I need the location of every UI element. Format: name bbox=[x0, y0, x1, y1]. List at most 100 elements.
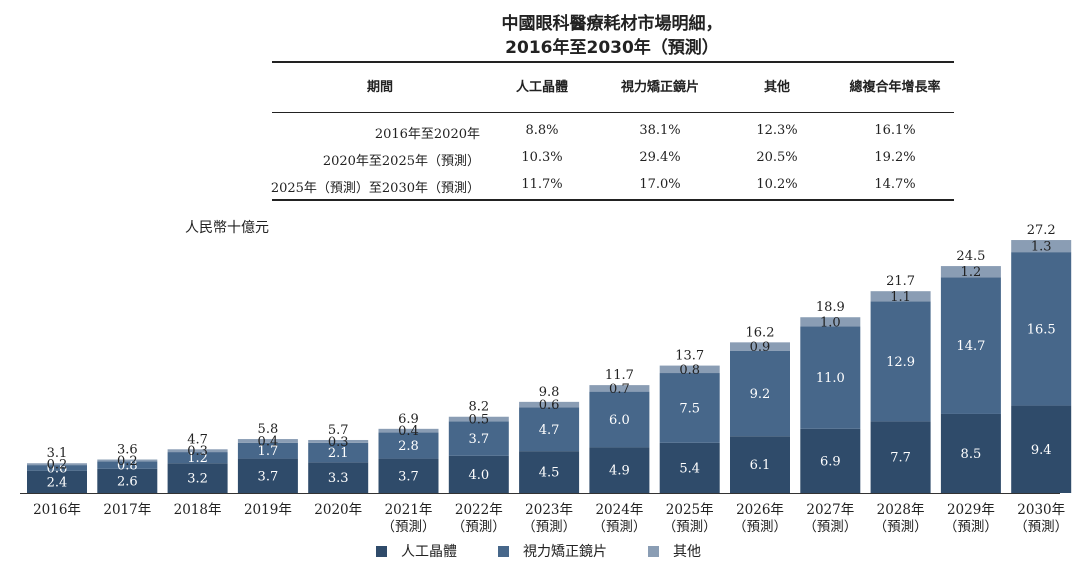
data-label-lens: 4.7 bbox=[539, 423, 560, 438]
data-label-lens: 9.2 bbox=[750, 387, 771, 402]
data-label-other: 0.7 bbox=[609, 382, 630, 397]
bar-segment-other bbox=[448, 416, 509, 422]
bar-segment-other bbox=[870, 291, 931, 302]
data-label-iol: 3.7 bbox=[258, 469, 279, 484]
total-label: 24.5 bbox=[956, 249, 985, 264]
total-label: 16.2 bbox=[746, 325, 775, 340]
x-tick-sublabel: （預測） bbox=[382, 519, 436, 535]
x-tick-label: 2023年 bbox=[525, 502, 573, 518]
total-label: 4.7 bbox=[187, 432, 208, 447]
stacked-bar-chart: 2.40.60.23.12016年2.60.80.23.62017年3.21.2… bbox=[20, 223, 1072, 535]
table-cell-total: 14.7% bbox=[874, 177, 916, 192]
bar-segment-lens bbox=[1011, 252, 1072, 406]
x-tick-label: 2020年 bbox=[314, 502, 362, 518]
data-label-other: 0.2 bbox=[47, 458, 68, 473]
chart-title-line1: 中國眼科醫療耗材市場明細， bbox=[501, 14, 723, 34]
data-label-other: 0.9 bbox=[750, 340, 771, 355]
bar-segment-other bbox=[659, 365, 720, 374]
bar-segment-other bbox=[940, 266, 1001, 278]
table-cell-lens: 29.4% bbox=[639, 150, 681, 165]
bar-segment-lens bbox=[27, 465, 87, 471]
bar-segment-other bbox=[730, 342, 790, 351]
x-tick-label: 2017年 bbox=[103, 502, 151, 518]
x-tick-label: 2022年 bbox=[455, 502, 503, 518]
bar-segment-iol bbox=[378, 458, 439, 493]
bar-segment-iol bbox=[589, 447, 650, 493]
total-label: 13.7 bbox=[675, 349, 704, 364]
legend-label-iol: 人工晶體 bbox=[401, 544, 457, 560]
legend-item-iol: 人工晶體 bbox=[376, 541, 457, 561]
data-label-lens: 3.7 bbox=[468, 432, 489, 447]
legend-label-lens: 視力矯正鏡片 bbox=[523, 544, 607, 560]
data-label-lens: 7.5 bbox=[679, 401, 700, 416]
total-label: 3.6 bbox=[117, 443, 138, 458]
table-cell-iol: 11.7% bbox=[521, 177, 563, 192]
data-label-iol: 7.7 bbox=[890, 451, 911, 466]
x-tick-label: 2021年 bbox=[385, 502, 433, 518]
data-label-other: 1.3 bbox=[1031, 240, 1052, 255]
data-label-iol: 3.2 bbox=[187, 472, 208, 487]
bar-segment-other bbox=[1011, 240, 1072, 253]
data-label-other: 1.1 bbox=[890, 290, 911, 305]
legend-swatch-lens bbox=[498, 545, 509, 557]
bar-segment-other bbox=[167, 449, 228, 453]
table-cell-period: 2016年至2020年 bbox=[374, 127, 480, 142]
table-cell-other: 10.2% bbox=[756, 177, 798, 192]
data-label-other: 0.4 bbox=[398, 424, 419, 439]
data-label-lens: 14.7 bbox=[956, 339, 985, 354]
table-header-total-cagr: 總複合年增長率 bbox=[849, 80, 941, 95]
bar-segment-iol bbox=[519, 451, 580, 493]
bar-segment-lens bbox=[378, 432, 439, 459]
table-cell-period: 2020年至2025年（預測） bbox=[322, 154, 480, 169]
total-label: 8.2 bbox=[468, 400, 489, 415]
total-label: 11.7 bbox=[605, 368, 634, 383]
legend-label-other: 其他 bbox=[673, 544, 701, 560]
x-tick-label: 2026年 bbox=[736, 502, 784, 518]
data-label-lens: 0.6 bbox=[47, 461, 68, 476]
bar-segment-other bbox=[237, 439, 298, 443]
y-unit-label: 人民幣十億元 bbox=[185, 220, 269, 236]
x-tick-label: 2019年 bbox=[244, 502, 292, 518]
table-header-other: 其他 bbox=[763, 80, 790, 95]
bar-segment-iol bbox=[167, 463, 228, 493]
data-label-iol: 5.4 bbox=[679, 461, 700, 476]
bar-segment-iol bbox=[800, 428, 861, 493]
bar-segment-lens bbox=[730, 350, 790, 437]
total-label: 3.1 bbox=[47, 446, 68, 461]
x-tick-label: 2025年 bbox=[666, 502, 714, 518]
data-label-lens: 12.9 bbox=[886, 355, 915, 370]
table-cell-period: 2025年（預測）至2030年（預測） bbox=[270, 181, 480, 196]
data-label-other: 0.3 bbox=[187, 444, 208, 459]
legend-swatch-other bbox=[648, 545, 659, 557]
data-label-iol: 8.5 bbox=[961, 447, 982, 462]
data-label-other: 0.8 bbox=[679, 363, 700, 378]
table-top-rule bbox=[272, 61, 954, 63]
x-tick-sublabel: （預測） bbox=[452, 519, 506, 535]
data-label-other: 0.5 bbox=[468, 413, 489, 428]
data-label-other: 0.6 bbox=[539, 398, 560, 413]
data-label-iol: 2.4 bbox=[47, 475, 68, 490]
x-tick-label: 2018年 bbox=[174, 502, 222, 518]
table-bottom-rule bbox=[272, 199, 954, 201]
table-header-iol: 人工晶體 bbox=[515, 80, 568, 95]
total-label: 18.9 bbox=[816, 300, 845, 315]
bar-segment-iol bbox=[237, 458, 298, 493]
data-label-other: 0.4 bbox=[258, 434, 279, 449]
table-header-rule bbox=[272, 112, 954, 113]
bar-segment-other bbox=[97, 459, 158, 462]
table-cell-lens: 38.1% bbox=[639, 123, 681, 138]
bar-segment-lens bbox=[940, 277, 1001, 414]
table-cell-lens: 17.0% bbox=[639, 177, 681, 192]
chart-title-line2: 2016年至2030年（預測） bbox=[505, 38, 719, 58]
x-tick-label: 2029年 bbox=[947, 502, 995, 518]
data-label-iol: 3.3 bbox=[328, 471, 349, 486]
data-label-iol: 6.1 bbox=[750, 458, 771, 473]
legend-item-lens: 視力矯正鏡片 bbox=[498, 541, 607, 561]
bar-segment-lens bbox=[237, 442, 298, 459]
x-tick-sublabel: （預測） bbox=[733, 519, 787, 535]
x-tick-sublabel: （預測） bbox=[803, 519, 857, 535]
x-tick-label: 2024年 bbox=[595, 502, 643, 518]
legend-item-other: 其他 bbox=[648, 541, 701, 561]
data-label-other: 0.3 bbox=[328, 435, 349, 450]
bar-segment-iol bbox=[730, 436, 790, 493]
